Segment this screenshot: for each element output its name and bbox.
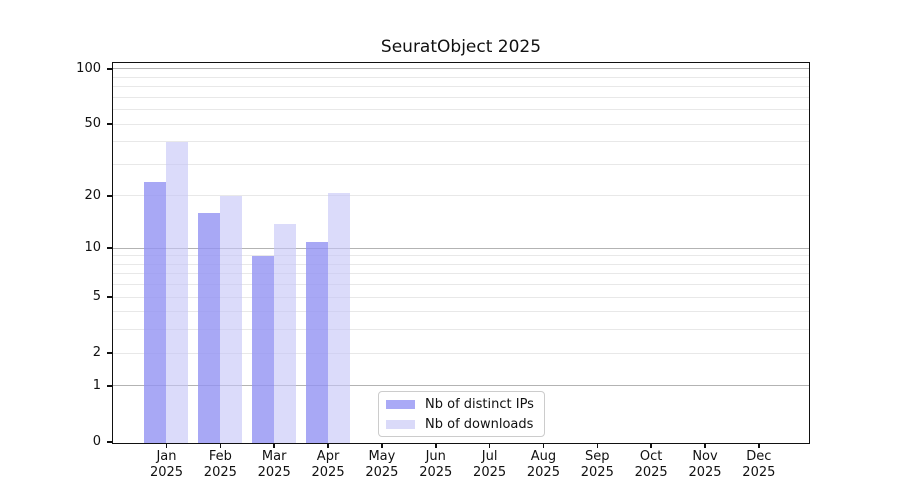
gridline-minor [112, 109, 809, 111]
x-tick-label: Jan 2025 [149, 449, 184, 480]
x-tick-mark [704, 443, 706, 448]
y-tick-mark [106, 247, 112, 249]
x-tick-label: Apr 2025 [311, 449, 345, 480]
y-tick-label: 20 [84, 187, 101, 203]
x-tick-label: May 2025 [365, 449, 399, 480]
y-tick-mark [106, 352, 112, 354]
x-tick-mark [165, 443, 168, 448]
x-tick-mark [650, 443, 652, 448]
x-tick-mark [219, 443, 222, 448]
y-tick-mark [106, 441, 112, 443]
x-tick-label: Jun 2025 [419, 449, 453, 480]
x-tick-mark [273, 443, 275, 448]
y-tick-mark [106, 385, 112, 387]
bar-distinct-ips-apr [305, 241, 328, 443]
gridline-major [112, 385, 809, 387]
y-tick-label: 100 [76, 60, 101, 76]
gridline-minor [112, 255, 809, 257]
gridline-minor [112, 123, 809, 125]
y-tick-mark [106, 296, 112, 298]
gridline-major [112, 247, 809, 249]
bar-downloads-apr [327, 192, 350, 443]
y-tick-mark [106, 123, 112, 125]
x-tick-label: Aug 2025 [526, 449, 560, 480]
bar-distinct-ips-feb [197, 213, 220, 443]
gridline-minor [112, 273, 809, 275]
bar-distinct-ips-jan [144, 182, 166, 443]
gridline-minor [112, 86, 809, 88]
y-tick-label: 0 [92, 434, 101, 449]
gridline-minor [112, 263, 809, 265]
legend-swatch-downloads [386, 419, 415, 429]
x-tick-label: Sep 2025 [580, 449, 614, 480]
y-tick-label: 50 [84, 116, 101, 132]
y-tick-mark [106, 68, 112, 70]
legend-item-distinct-ips: Nb of distinct IPs [386, 395, 537, 413]
chart-title: SeuratObject 2025 [380, 37, 542, 57]
x-tick-mark [758, 443, 760, 448]
gridline-minor [112, 141, 809, 143]
gridline-minor [112, 195, 809, 197]
x-tick-mark [435, 443, 437, 448]
x-tick-mark [542, 443, 545, 448]
gridline-major [112, 68, 809, 70]
x-tick-label: Jul 2025 [473, 449, 507, 480]
y-tick-label: 5 [92, 289, 101, 305]
bar-downloads-jan [166, 142, 188, 443]
legend-item-downloads: Nb of downloads [386, 415, 537, 433]
x-tick-mark [488, 443, 491, 448]
legend-swatch-distinct-ips [386, 399, 415, 409]
gridline-minor [112, 329, 809, 331]
x-tick-label: Nov 2025 [688, 449, 722, 480]
x-tick-mark [596, 443, 599, 448]
bar-downloads-feb [219, 196, 242, 443]
gridline-minor [112, 96, 809, 98]
legend: Nb of distinct IPs Nb of downloads [378, 391, 545, 437]
bar-distinct-ips-mar [251, 256, 274, 443]
gridline-minor [112, 284, 809, 286]
gridline-minor [112, 311, 809, 313]
gridline-minor [112, 76, 809, 78]
y-tick-label: 1 [92, 377, 101, 393]
x-tick-label: Oct 2025 [634, 449, 668, 480]
legend-label-distinct-ips: Nb of distinct IPs [425, 396, 534, 412]
legend-label-downloads: Nb of downloads [425, 416, 534, 432]
gridline-minor [112, 352, 809, 354]
gridline-minor [112, 163, 809, 165]
y-tick-label: 10 [84, 240, 101, 256]
plot-area [111, 61, 810, 444]
x-tick-mark [381, 443, 383, 448]
y-tick-mark [106, 195, 112, 197]
y-tick-label: 2 [92, 345, 101, 361]
bar-downloads-mar [273, 223, 296, 443]
x-tick-mark [327, 443, 329, 448]
gridline-minor [112, 296, 809, 298]
x-tick-label: Dec 2025 [742, 449, 776, 480]
x-tick-label: Feb 2025 [203, 449, 237, 480]
x-tick-label: Mar 2025 [257, 449, 291, 480]
